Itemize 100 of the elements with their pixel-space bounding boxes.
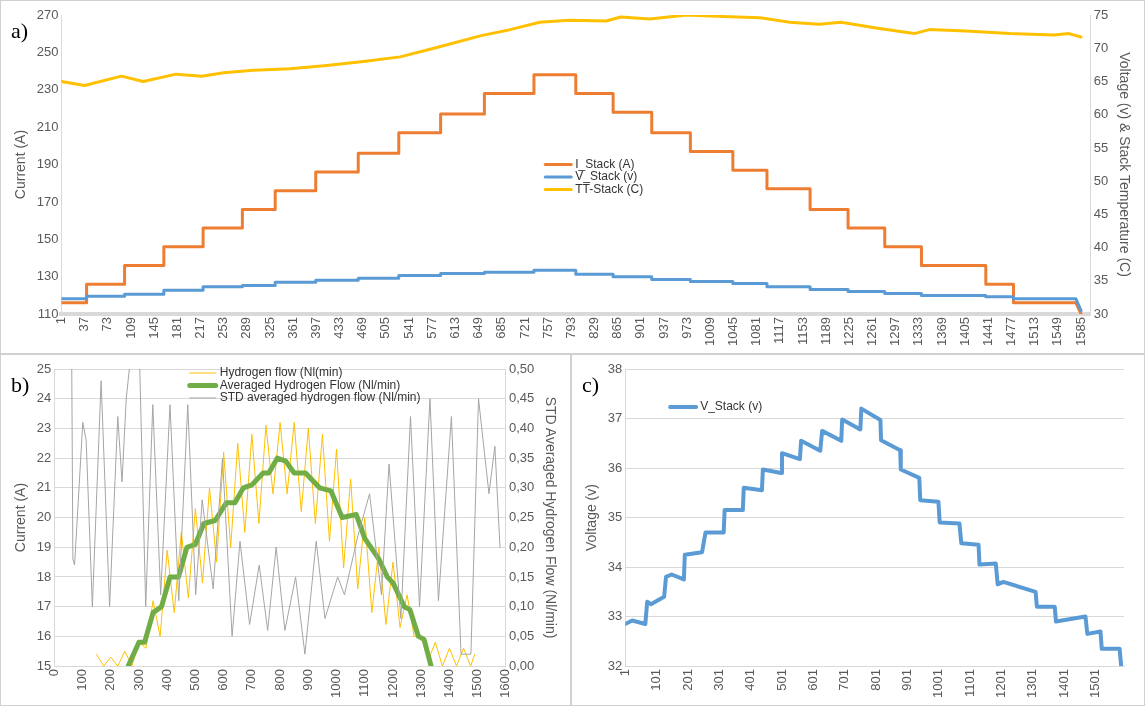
y-tick-label: 37 [607,410,623,426]
legend-label: STD averaged hydrogen flow (Nl/min) [219,390,421,405]
x-tick-label: 701 [836,669,852,691]
x-tick-label: 1400 [441,669,457,698]
x-tick-label: 800 [271,669,287,691]
y-axis-title: Current (A) [12,482,29,553]
x-tick-label: 901 [632,317,648,339]
y2-axis-title: STD Averaged Hydrogen Flow (Nl/min) [542,396,559,639]
x-tick-label: 865 [609,317,625,339]
x-tick-label: 1189 [817,317,833,346]
y-tick-label: 19 [36,538,52,554]
x-tick-label: 1001 [930,669,946,698]
x-tick-label: 300 [130,669,146,691]
x-tick-label: 601 [804,669,820,691]
x-tick-label: 700 [243,669,259,691]
x-tick-label: 201 [679,669,695,691]
y2-tick-label: 65 [1093,73,1109,89]
x-tick-label: 1117 [771,317,787,345]
x-tick-label: 1549 [1049,317,1065,346]
x-tick-label: 0 [45,669,61,677]
x-tick-label: 1513 [1026,317,1042,346]
x-tick-label: 361 [284,317,300,339]
y-tick-label: 230 [36,81,59,97]
chart-title: a) [11,17,29,43]
x-tick-label: 200 [102,669,118,691]
x-tick-label: 900 [299,669,315,691]
y-tick-label: 35 [607,509,623,525]
x-tick-label: 1200 [384,669,400,698]
y-tick-label: 24 [36,390,52,406]
x-tick-label: 757 [539,317,555,339]
x-tick-label: 37 [76,317,92,332]
y-tick-label: 36 [607,459,623,475]
x-tick-label: 685 [493,317,509,339]
chart-title: b) [11,371,30,397]
x-tick-label: 400 [158,669,174,691]
y-tick-label: 25 [36,360,52,376]
y2-tick-label: 0,10 [508,598,535,614]
x-tick-label: 500 [186,669,202,691]
y2-tick-label: 30 [1093,305,1109,321]
x-tick-label: 541 [400,317,416,339]
x-tick-label: 600 [215,669,231,691]
y2-tick-label: 0,50 [508,360,535,376]
y2-tick-label: 0,05 [508,627,535,643]
x-tick-label: 1401 [1055,669,1071,698]
chart-title: c) [582,371,600,397]
y2-tick-label: 70 [1093,39,1109,55]
x-tick-label: 1009 [701,317,717,346]
y2-tick-label: 60 [1093,106,1109,122]
x-tick-label: 301 [710,669,726,691]
x-tick-label: 289 [238,317,254,339]
x-tick-label: 325 [261,317,277,339]
y-tick-label: 20 [36,509,52,525]
x-tick-label: 1300 [412,669,428,698]
x-tick-label: 100 [74,669,90,691]
y-axis-title: Voltage (v) [583,484,600,552]
y2-axis-title: Voltage (v) & Stack Temperature (C) [1116,52,1133,277]
x-tick-label: 1045 [725,317,741,346]
y-tick-label: 190 [36,156,59,172]
legend-label: I_Stack (A) [575,156,635,171]
x-tick-label: 1201 [993,669,1009,698]
x-tick-label: 577 [423,317,439,339]
x-tick-label: 649 [470,317,486,339]
x-tick-label: 901 [898,669,914,691]
x-tick-label: 433 [331,317,347,339]
y2-tick-label: 0,40 [508,419,535,435]
y-tick-label: 38 [607,360,623,376]
x-tick-label: 1301 [1024,669,1040,698]
x-tick-label: 501 [773,669,789,691]
y-tick-label: 23 [36,419,52,435]
x-tick-label: 793 [562,317,578,339]
y-tick-label: 170 [36,193,59,209]
x-tick-label: 1477 [1003,317,1019,346]
y2-tick-label: 75 [1093,6,1109,22]
x-tick-label: 1100 [356,669,372,698]
x-tick-label: 1585 [1072,317,1088,346]
x-tick-label: 1297 [887,317,903,346]
x-tick-label: 397 [307,317,323,339]
y2-tick-label: 0,15 [508,568,535,584]
y2-tick-label: 45 [1093,205,1109,221]
x-tick-label: 253 [215,317,231,339]
y2-tick-label: 0,45 [508,390,535,406]
x-tick-label: 613 [447,317,462,339]
x-tick-label: 73 [99,317,115,332]
x-tick-label: 145 [145,317,161,339]
y-tick-label: 34 [607,558,623,574]
y2-tick-label: 0,35 [508,449,535,465]
y-axis-title: Current (A) [12,129,29,200]
x-tick-label: 1405 [956,317,972,346]
x-tick-label: 1501 [1087,669,1103,698]
x-tick-label: 1369 [933,317,949,346]
y2-tick-label: 0,20 [508,538,535,554]
y2-tick-label: 0,30 [508,479,535,495]
x-tick-label: 937 [655,317,671,339]
y-tick-label: 21 [36,479,52,495]
x-tick-label: 1261 [864,317,880,346]
y-tick-label: 22 [36,449,52,465]
x-tick-label: 1081 [748,317,764,346]
y-tick-label: 18 [36,568,52,584]
x-tick-label: 1333 [910,317,926,346]
x-tick-label: 1101 [961,669,977,698]
